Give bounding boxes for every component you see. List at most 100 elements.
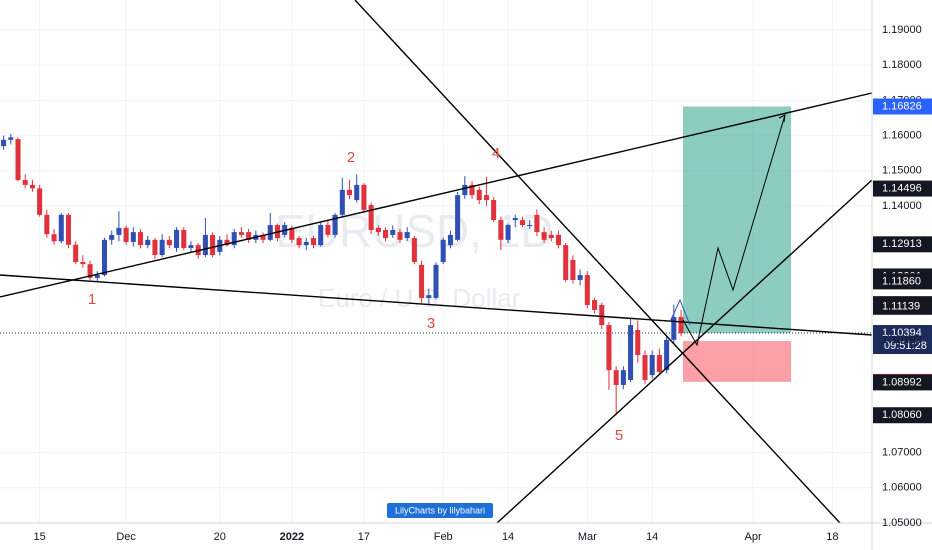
footer-badge [387, 503, 493, 518]
trendline [0, 92, 873, 298]
candle-body [346, 189, 353, 196]
candle-body [368, 204, 374, 230]
candle-body [541, 232, 547, 240]
candle-body [44, 214, 50, 235]
candle-body [397, 232, 403, 240]
candle-body [469, 184, 475, 196]
candle-body [498, 220, 504, 240]
candle-body [570, 259, 576, 280]
candle-body [447, 234, 453, 246]
x-tick-label: 2022 [280, 531, 304, 543]
candle-body [166, 239, 172, 246]
candles [1, 133, 684, 416]
candle-body [606, 325, 612, 371]
x-tick-label: 18 [826, 531, 838, 543]
candle-body [649, 355, 655, 376]
position-boxes [0, 106, 872, 382]
candle-body [80, 262, 86, 265]
candle-body [109, 234, 115, 240]
y-tick-label: 1.18000 [882, 59, 922, 71]
candle-body [138, 232, 144, 246]
price-label-bg [873, 325, 932, 355]
candle-body [339, 189, 345, 215]
trendlines [0, 0, 873, 524]
candle-body [483, 195, 489, 201]
price-label-bg [873, 374, 932, 391]
candle-body [303, 241, 309, 246]
candle-body [592, 300, 598, 310]
price-label: 1.12913 [882, 238, 922, 250]
candle-body [361, 184, 367, 210]
candle-body [130, 232, 136, 242]
candle-body [65, 214, 71, 245]
y-tick-label: 1.19000 [882, 24, 922, 36]
candle-body [505, 225, 511, 240]
x-tick-label: 20 [214, 531, 226, 543]
candle-body [519, 220, 526, 226]
y-tick-label: 1.07000 [882, 446, 922, 458]
candle-body [548, 234, 554, 239]
price-label-bg [873, 236, 932, 253]
candle-body [181, 229, 187, 248]
candle-body [318, 225, 324, 246]
candle-body [73, 244, 79, 263]
candle-body [642, 355, 648, 381]
candle-body [87, 264, 93, 278]
candle-body [51, 234, 57, 242]
price-label-bg [873, 273, 932, 290]
candle-body [433, 264, 439, 298]
candle-body [527, 225, 533, 227]
loss-zone [683, 341, 791, 382]
x-tick-label: 14 [646, 531, 658, 543]
candle-body [419, 264, 425, 298]
candle-body [1, 139, 7, 147]
price-label: 1.08992 [882, 376, 922, 388]
candle-body [476, 189, 482, 201]
projection-start [669, 298, 691, 326]
price-label-bg [873, 407, 932, 424]
candle-body [29, 184, 35, 189]
price-label-bg [873, 180, 932, 197]
candle-body [390, 229, 396, 235]
candle-body [671, 316, 677, 340]
projection-path [682, 114, 786, 347]
y-tick-label: 1.15000 [882, 165, 922, 177]
wave-label: 3 [427, 315, 435, 332]
footer: LilyCharts by lilybahari [395, 505, 485, 515]
candle-body [246, 232, 252, 240]
candle-body [152, 239, 158, 255]
price-axis: 1.190001.180001.170001.160001.150001.140… [873, 24, 932, 529]
candle-body [375, 227, 381, 233]
candle-body [534, 214, 540, 233]
candle-body [599, 304, 605, 326]
x-tick-label: Mar [578, 531, 597, 543]
candle-body [116, 227, 122, 235]
candle-body [8, 137, 14, 140]
candle-body [628, 325, 634, 381]
candle-body [678, 316, 684, 334]
candle-body [491, 200, 497, 221]
candle-body [188, 245, 194, 248]
candle-body [210, 234, 216, 255]
x-tick-label: Apr [745, 531, 762, 543]
candle-body [174, 229, 180, 248]
candle-body [613, 370, 619, 385]
profit-zone [683, 106, 791, 334]
candle-body [404, 232, 410, 239]
candle-body [310, 238, 317, 246]
x-tick-label: Feb [434, 531, 453, 543]
price-label: 1.11139 [882, 301, 920, 313]
price-label: 1.14496 [882, 182, 922, 194]
candle-body [22, 179, 28, 185]
x-tick-label: 17 [358, 531, 370, 543]
price-label: 1.10192 [882, 334, 922, 346]
candle-body [325, 225, 331, 235]
candle-body [584, 275, 590, 305]
candle-body [15, 139, 21, 180]
candle-body [411, 238, 417, 263]
candle-body [123, 227, 129, 242]
candle-body [296, 238, 302, 246]
candle-body [289, 227, 295, 240]
candle-body [224, 239, 230, 246]
